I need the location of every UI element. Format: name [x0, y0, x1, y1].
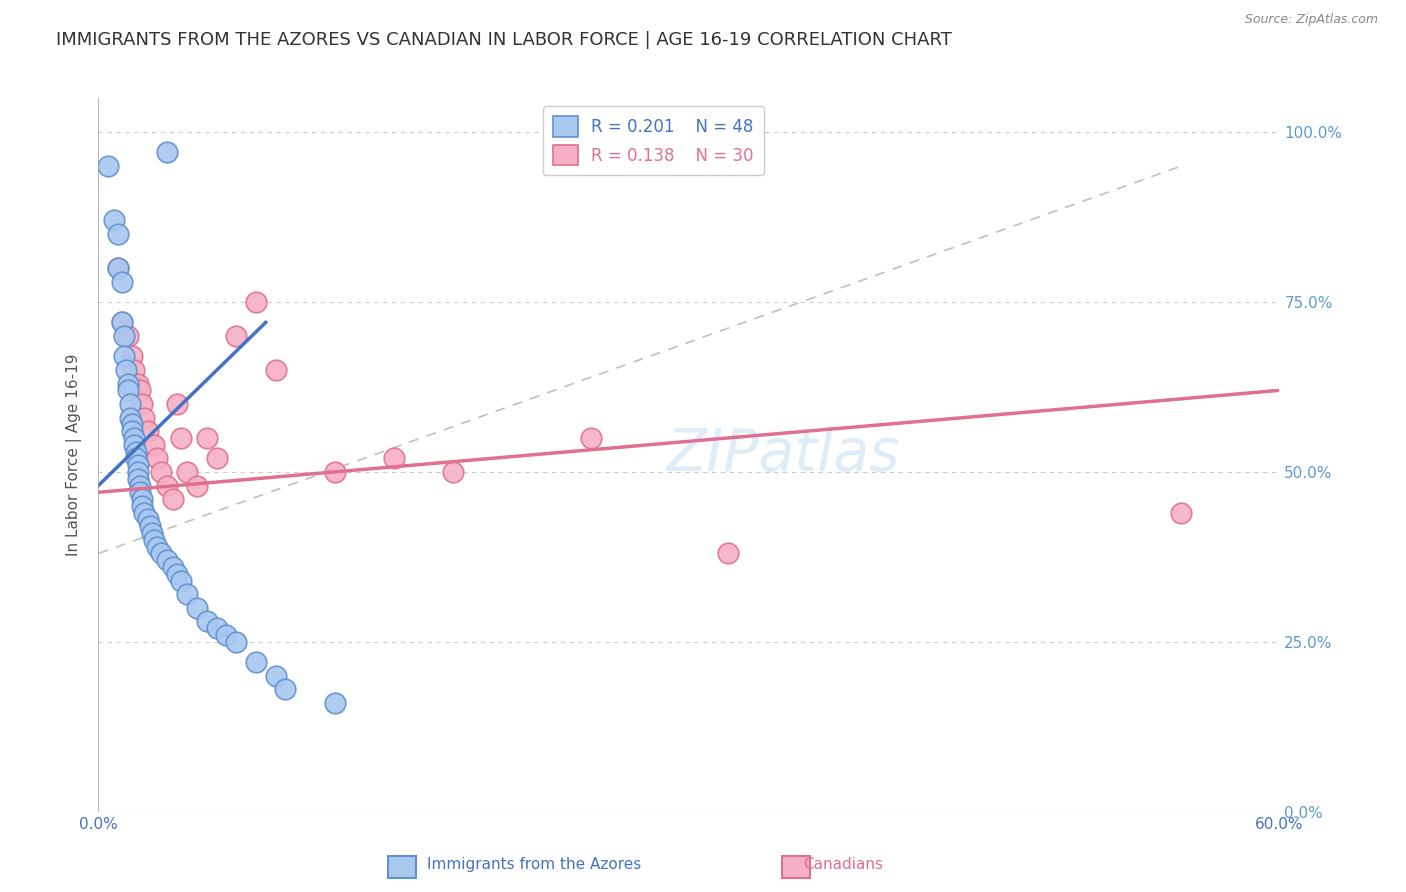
- Point: [125, 451, 148, 466]
- Point: [141, 526, 163, 541]
- Point: [115, 363, 138, 377]
- Point: [128, 384, 150, 398]
- Point: [107, 227, 129, 241]
- Point: [205, 451, 228, 466]
- Text: Source: ZipAtlas.com: Source: ZipAtlas.com: [1244, 13, 1378, 27]
- Point: [127, 472, 149, 486]
- Point: [112, 329, 135, 343]
- Point: [225, 329, 247, 343]
- Point: [195, 615, 218, 629]
- Point: [245, 655, 267, 669]
- Point: [146, 540, 169, 554]
- Point: [125, 444, 148, 458]
- Point: [166, 397, 188, 411]
- Point: [162, 492, 184, 507]
- Point: [170, 431, 193, 445]
- Point: [107, 260, 129, 275]
- Point: [166, 566, 188, 581]
- Point: [103, 213, 125, 227]
- Point: [323, 696, 346, 710]
- Point: [274, 682, 297, 697]
- Point: [717, 546, 740, 560]
- Point: [131, 397, 153, 411]
- Point: [195, 431, 218, 445]
- Point: [127, 458, 149, 472]
- Point: [186, 478, 208, 492]
- Point: [579, 431, 602, 445]
- Point: [111, 315, 134, 329]
- Point: [150, 546, 173, 560]
- Point: [132, 506, 155, 520]
- Point: [131, 499, 153, 513]
- Point: [323, 465, 346, 479]
- Point: [107, 260, 129, 275]
- Point: [264, 669, 287, 683]
- Legend: R = 0.201    N = 48, R = 0.138    N = 30: R = 0.201 N = 48, R = 0.138 N = 30: [543, 106, 763, 176]
- Point: [112, 350, 135, 364]
- Point: [131, 492, 153, 507]
- Point: [176, 465, 198, 479]
- Point: [122, 438, 145, 452]
- Point: [97, 159, 120, 173]
- Point: [127, 376, 149, 391]
- FancyBboxPatch shape: [782, 855, 810, 879]
- Point: [170, 574, 193, 588]
- Point: [176, 587, 198, 601]
- Point: [142, 533, 165, 547]
- Text: Immigrants from the Azores: Immigrants from the Azores: [427, 857, 641, 872]
- Point: [186, 600, 208, 615]
- Point: [117, 376, 139, 391]
- Point: [245, 295, 267, 310]
- Point: [118, 397, 141, 411]
- Point: [441, 465, 464, 479]
- Point: [122, 431, 145, 445]
- Point: [111, 275, 134, 289]
- Point: [264, 363, 287, 377]
- Point: [136, 512, 159, 526]
- Point: [122, 363, 145, 377]
- Point: [127, 465, 149, 479]
- Y-axis label: In Labor Force | Age 16-19: In Labor Force | Age 16-19: [66, 353, 83, 557]
- Point: [138, 519, 160, 533]
- Point: [128, 485, 150, 500]
- Point: [117, 384, 139, 398]
- Point: [111, 315, 134, 329]
- Point: [162, 560, 184, 574]
- Point: [1170, 506, 1192, 520]
- Point: [215, 628, 238, 642]
- Text: IMMIGRANTS FROM THE AZORES VS CANADIAN IN LABOR FORCE | AGE 16-19 CORRELATION CH: IMMIGRANTS FROM THE AZORES VS CANADIAN I…: [56, 31, 952, 49]
- Point: [156, 478, 179, 492]
- Point: [225, 635, 247, 649]
- Point: [205, 621, 228, 635]
- Point: [128, 478, 150, 492]
- Point: [156, 145, 179, 160]
- Point: [121, 424, 143, 438]
- Point: [382, 451, 405, 466]
- FancyBboxPatch shape: [388, 855, 416, 879]
- Point: [142, 438, 165, 452]
- Point: [121, 417, 143, 432]
- Point: [150, 465, 173, 479]
- Point: [156, 553, 179, 567]
- Point: [132, 410, 155, 425]
- Point: [121, 350, 143, 364]
- Text: ZIPatlas: ZIPatlas: [666, 426, 900, 483]
- Point: [146, 451, 169, 466]
- Point: [117, 329, 139, 343]
- Point: [136, 424, 159, 438]
- Text: Canadians: Canadians: [804, 857, 883, 872]
- Point: [118, 410, 141, 425]
